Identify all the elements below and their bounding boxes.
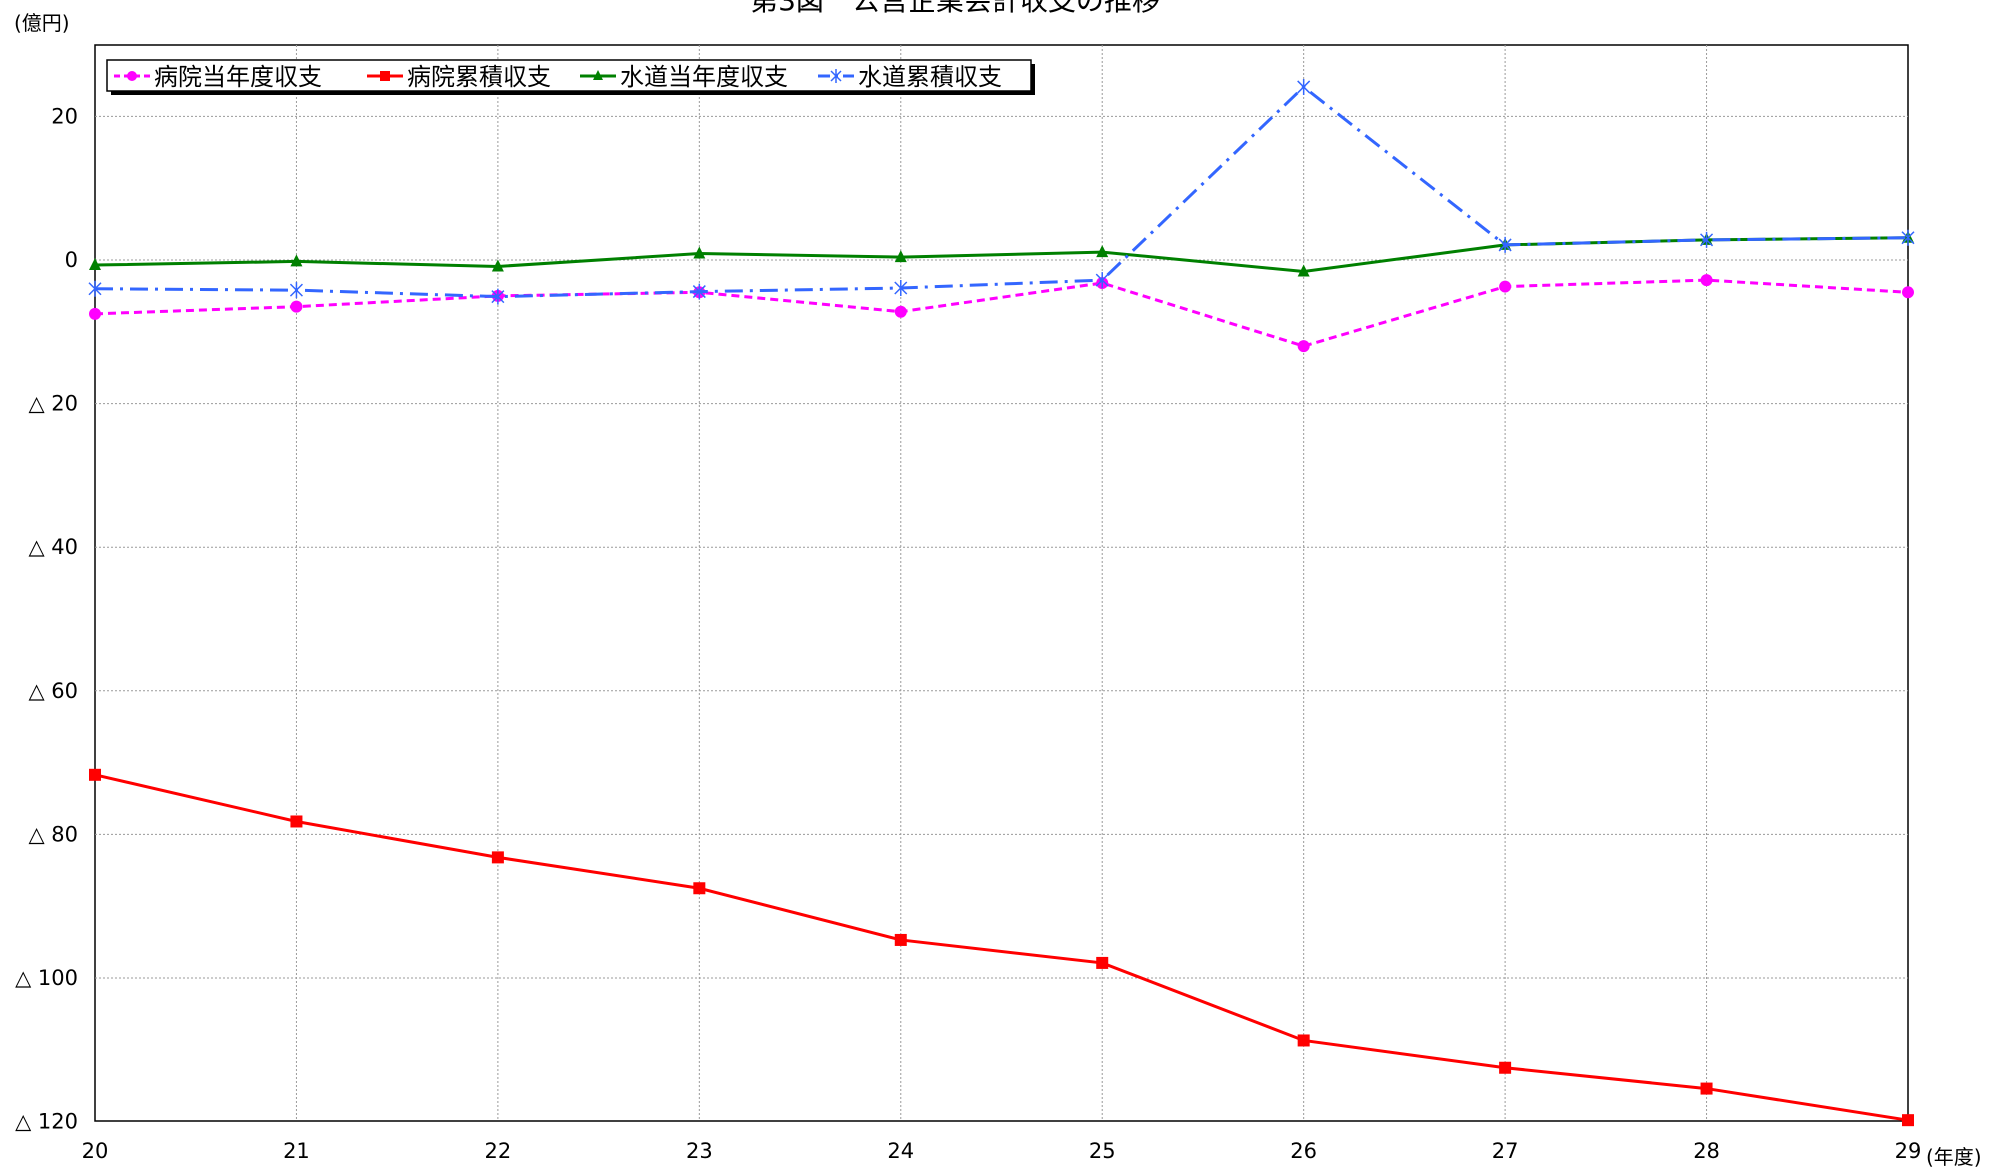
y-tick-label: 20 (51, 104, 78, 128)
data-point (693, 246, 706, 259)
x-tick-label: 23 (686, 1139, 713, 1163)
legend: 病院当年度収支 病院累積収支 水道当年度収支 水道累積収支 (106, 59, 1035, 95)
data-point (1901, 229, 1915, 246)
chart-title: 第3図 公営企業会計収支の推移 (750, 0, 1160, 17)
legend-marker (830, 69, 842, 83)
y-tick-label: △ 100 (15, 966, 78, 990)
data-point (1902, 1114, 1914, 1127)
plot-area (94, 44, 1909, 1122)
y-tick-label: △ 80 (28, 822, 78, 846)
data-point (1499, 1061, 1512, 1074)
x-tick-label: 22 (485, 1139, 512, 1163)
series-line (94, 773, 1909, 1122)
data-point (894, 933, 907, 946)
data-point (88, 280, 102, 297)
data-point (491, 288, 505, 305)
data-point (1297, 340, 1310, 353)
x-tick-label: 27 (1492, 1139, 1519, 1163)
data-point (1498, 236, 1512, 253)
data-point (692, 283, 706, 300)
data-point (693, 882, 706, 895)
data-point (1096, 245, 1109, 258)
data-point (89, 258, 101, 271)
x-tick-label: 20 (82, 1139, 109, 1163)
x-tick-label: 25 (1089, 1139, 1116, 1163)
data-point (289, 282, 303, 299)
data-point (1297, 78, 1311, 95)
legend-label: 病院累積収支 (407, 63, 551, 91)
data-point (290, 300, 303, 313)
data-point (1297, 1034, 1310, 1047)
data-point (1700, 231, 1714, 248)
series-line (94, 278, 1909, 348)
data-point (1095, 272, 1109, 289)
y-axis-ticks: 20 0 △ 20 △ 40 △ 60 △ 80 △ 100 △ 120 (15, 104, 78, 1133)
legend-label: 水道当年度収支 (620, 63, 788, 91)
x-axis-ticks: 20 21 22 23 24 25 26 27 28 29 (82, 1139, 1922, 1163)
data-point (1499, 280, 1512, 293)
data-point (89, 307, 101, 320)
legend-box (106, 59, 1032, 92)
x-tick-label: 29 (1895, 1139, 1922, 1163)
data-point (89, 768, 101, 781)
data-point (290, 254, 303, 267)
data-point (1700, 274, 1713, 287)
data-point (290, 815, 303, 828)
y-tick-label: △ 20 (28, 392, 78, 416)
series-line (94, 236, 1909, 273)
data-point (491, 259, 504, 272)
legend-marker (127, 71, 137, 81)
x-axis-unit: (年度) (1926, 1145, 1982, 1169)
legend-marker (593, 70, 603, 80)
data-point (894, 250, 907, 263)
data-point (1096, 956, 1109, 969)
y-tick-label: △ 60 (28, 679, 78, 703)
legend-label: 病院当年度収支 (154, 63, 322, 91)
data-point (1902, 286, 1914, 299)
data-point (491, 851, 504, 864)
y-axis-unit: (億円) (14, 11, 70, 35)
legend-label: 水道累積収支 (858, 63, 1002, 91)
y-tick-label: △ 120 (15, 1110, 78, 1134)
x-tick-label: 26 (1290, 1139, 1317, 1163)
x-tick-label: 28 (1693, 1139, 1720, 1163)
data-point (1297, 264, 1310, 277)
x-tick-label: 21 (283, 1139, 310, 1163)
x-tick-label: 24 (887, 1139, 914, 1163)
data-point (1700, 1082, 1713, 1095)
series-lines (88, 78, 1915, 1127)
y-tick-label: 0 (65, 248, 78, 272)
legend-marker (380, 71, 390, 81)
y-tick-label: △ 40 (28, 535, 78, 559)
data-point (894, 305, 907, 318)
data-point (894, 280, 908, 297)
